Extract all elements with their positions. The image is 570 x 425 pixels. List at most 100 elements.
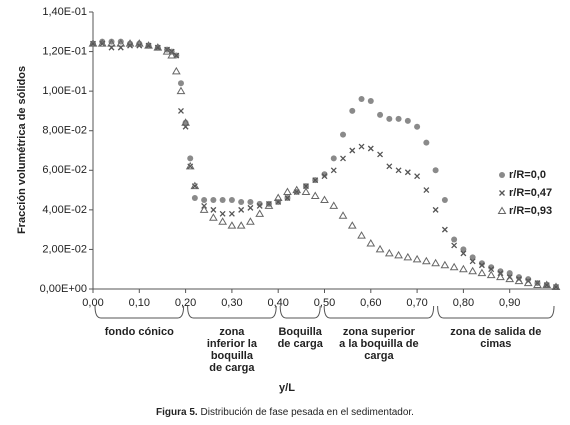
point bbox=[386, 115, 393, 122]
zone-label: cimas bbox=[480, 338, 511, 350]
point bbox=[506, 270, 513, 277]
point bbox=[357, 231, 366, 239]
point bbox=[478, 260, 485, 267]
point bbox=[395, 167, 402, 174]
point bbox=[185, 161, 195, 170]
point bbox=[97, 39, 107, 47]
point bbox=[264, 201, 274, 209]
legend-marker bbox=[499, 172, 505, 178]
point bbox=[238, 206, 245, 213]
point bbox=[404, 169, 411, 176]
y-tick-label: 0,00E+00 bbox=[40, 283, 87, 295]
legend-label: r/R=0,47 bbox=[509, 187, 552, 199]
point bbox=[505, 274, 515, 283]
zone-bracket bbox=[279, 305, 321, 319]
point bbox=[181, 118, 190, 126]
zone-label: de carga bbox=[278, 338, 324, 350]
point bbox=[553, 284, 559, 290]
point bbox=[338, 211, 348, 219]
point bbox=[246, 217, 255, 225]
point bbox=[441, 226, 448, 233]
point bbox=[460, 250, 467, 257]
point bbox=[367, 145, 374, 152]
point bbox=[366, 239, 376, 247]
point bbox=[542, 280, 552, 289]
y-axis-title: Fracción volumétrica de sólidos bbox=[16, 66, 28, 234]
legend-label: r/R=0,0 bbox=[509, 169, 546, 181]
point bbox=[107, 39, 116, 47]
point bbox=[449, 262, 459, 271]
caption-label: Figura 5. bbox=[156, 407, 198, 418]
point bbox=[340, 131, 347, 138]
point bbox=[551, 282, 561, 291]
point bbox=[404, 117, 411, 124]
point bbox=[236, 221, 246, 229]
point bbox=[460, 246, 467, 253]
x-tick-label: 0,20 bbox=[175, 297, 196, 309]
point bbox=[210, 196, 217, 203]
point bbox=[477, 268, 487, 277]
point bbox=[395, 115, 402, 122]
point bbox=[423, 139, 430, 146]
point bbox=[384, 248, 394, 257]
point bbox=[340, 155, 346, 162]
zone-label: zona bbox=[219, 326, 245, 338]
x-tick-label: 0,90 bbox=[499, 297, 520, 309]
point bbox=[116, 39, 126, 47]
point bbox=[451, 242, 458, 249]
y-tick-label: 1,20E-01 bbox=[42, 45, 87, 57]
point bbox=[177, 80, 184, 87]
point bbox=[330, 155, 337, 162]
point bbox=[310, 191, 320, 200]
point bbox=[176, 86, 186, 95]
point bbox=[514, 276, 524, 285]
point bbox=[496, 272, 505, 281]
point bbox=[423, 187, 430, 194]
point bbox=[154, 44, 161, 51]
point bbox=[273, 193, 283, 201]
point bbox=[543, 282, 550, 289]
point bbox=[219, 196, 226, 203]
point bbox=[440, 260, 450, 269]
point bbox=[414, 123, 421, 130]
zone-label: de carga bbox=[209, 362, 255, 374]
x-tick-label: 0,50 bbox=[314, 297, 335, 309]
zone-label: boquilla bbox=[211, 350, 254, 362]
point bbox=[167, 51, 177, 59]
point bbox=[153, 43, 163, 51]
point bbox=[99, 40, 106, 47]
zone-bracket bbox=[323, 305, 435, 319]
point bbox=[358, 96, 365, 103]
point bbox=[377, 111, 384, 118]
point bbox=[432, 206, 439, 213]
point bbox=[451, 236, 458, 243]
zone-label: inferior la bbox=[207, 338, 258, 350]
point bbox=[533, 280, 542, 289]
point bbox=[145, 42, 152, 49]
y-tick-label: 1,40E-01 bbox=[42, 6, 87, 18]
point bbox=[468, 266, 478, 275]
point bbox=[349, 107, 356, 114]
y-tick-label: 6,00E-02 bbox=[42, 164, 87, 176]
point bbox=[284, 195, 291, 201]
point bbox=[377, 151, 384, 158]
legend-label: r/R=0,93 bbox=[509, 205, 552, 217]
point bbox=[386, 163, 393, 170]
point bbox=[178, 107, 184, 114]
point bbox=[303, 183, 309, 190]
point bbox=[441, 196, 448, 203]
point bbox=[330, 167, 337, 174]
x-tick-label: 0,10 bbox=[129, 297, 150, 309]
point bbox=[347, 221, 357, 229]
point bbox=[190, 181, 200, 190]
point bbox=[375, 244, 385, 253]
point bbox=[412, 254, 422, 263]
point bbox=[469, 258, 476, 265]
point bbox=[162, 47, 172, 55]
point bbox=[421, 256, 431, 265]
point bbox=[321, 171, 328, 178]
point bbox=[486, 270, 496, 279]
point bbox=[283, 187, 292, 196]
point bbox=[255, 209, 265, 217]
